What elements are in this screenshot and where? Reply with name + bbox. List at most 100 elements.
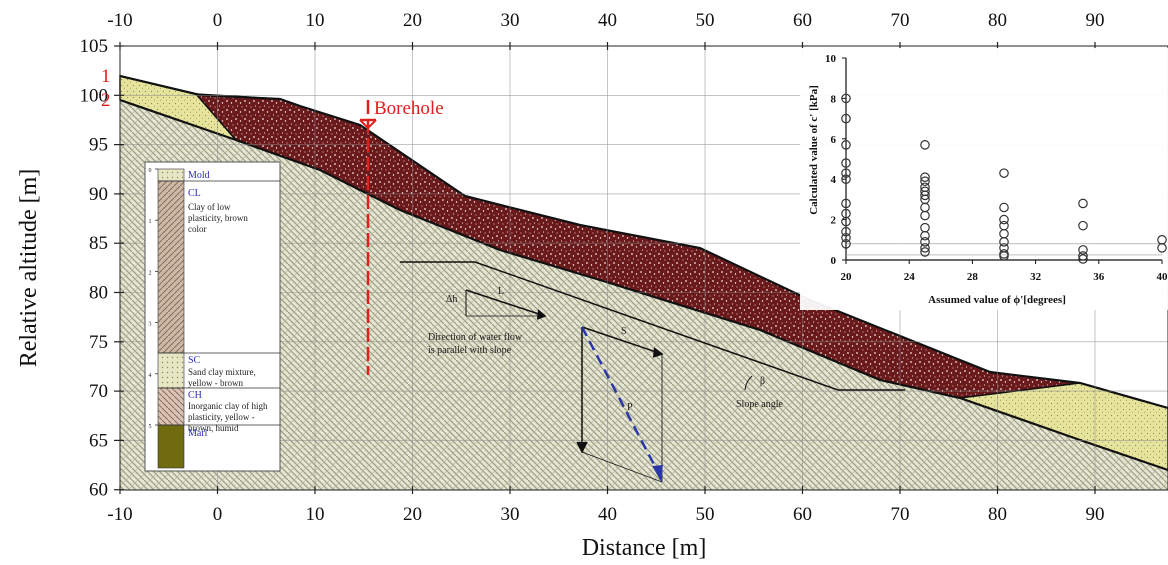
flow-direction-text-2: is parallel with slope — [428, 345, 512, 356]
beta-label: β — [760, 376, 765, 387]
P-label: P — [627, 402, 633, 413]
inset-data-point — [841, 232, 851, 243]
log-layer-sc — [157, 352, 185, 389]
y-tick-label: 75 — [89, 332, 108, 353]
inset-y-tick-label: 6 — [831, 134, 837, 146]
top-tick-label: 10 — [306, 10, 325, 31]
log-cl-name: CL — [188, 188, 201, 199]
y-tick-label: 105 — [80, 36, 109, 57]
inset-data-point — [999, 202, 1009, 213]
bottom-tick-label: 0 — [213, 504, 223, 525]
log-mold-name: Mold — [188, 170, 210, 181]
log-sc-name: SC — [188, 355, 201, 366]
log-layer-ch — [157, 387, 185, 426]
log-cl-desc: Clay of low plasticity, brown color — [188, 202, 248, 234]
inset-data-point — [841, 174, 851, 184]
top-tick-label: 0 — [213, 10, 223, 31]
bottom-tick-label: 30 — [501, 504, 520, 525]
bottom-tick-label: 90 — [1086, 504, 1105, 525]
inset-data-point — [841, 239, 851, 249]
inset-data-point — [920, 210, 930, 221]
inset-data-point — [841, 140, 851, 150]
borehole-marker: Borehole — [359, 98, 444, 375]
inset-data-point — [1078, 245, 1088, 255]
inset-data-point — [999, 237, 1009, 247]
inset-x-tick-label: 20 — [841, 271, 853, 283]
inset-data-point — [841, 216, 851, 227]
log-depth-label: 1 — [149, 219, 152, 225]
bottom-tick-label: 60 — [793, 504, 812, 525]
dh-label: Δh — [446, 294, 457, 305]
top-tick-label: 20 — [403, 10, 422, 31]
top-tick-label: -10 — [107, 10, 132, 31]
log-depth-label: 3 — [149, 322, 152, 328]
bottom-tick-label: 70 — [891, 504, 910, 525]
y-tick-label: 85 — [89, 233, 108, 254]
inset-data-point — [841, 113, 851, 124]
bottom-tick-label: -10 — [107, 504, 132, 525]
inset-y-tick-label: 4 — [831, 174, 837, 186]
inset-y-title: Calculated value of c' [kPa] — [808, 85, 820, 215]
log-ch-desc: Inorganic clay of high plasticity, yellow… — [188, 401, 268, 433]
inset-data-point — [999, 168, 1009, 178]
slip-surface-line — [119, 98, 1168, 472]
L-label: L — [498, 286, 504, 297]
y-tick-label: 65 — [89, 430, 108, 451]
main-plot: -10 0 10 20 30 40 50 60 70 80 90 -10 0 10 20 30 40 50 60 7… — [16, 10, 1168, 561]
inset-data-point — [920, 140, 930, 150]
log-depth-label: 0 — [149, 168, 152, 174]
log-sc-desc: Sand clay mixture, yellow - brown — [188, 367, 256, 388]
inset-data-point — [920, 230, 930, 241]
bottom-tick-label: 10 — [306, 504, 325, 525]
log-depth-label: 5 — [149, 424, 152, 430]
inset-x-tick-label: 24 — [904, 271, 916, 283]
inset-data-point — [1078, 254, 1088, 264]
inset-y-tick-label: 8 — [831, 93, 837, 105]
top-tick-label: 80 — [988, 10, 1007, 31]
log-depth-label: 2 — [149, 270, 152, 276]
ground-surface-line — [119, 74, 1168, 410]
slope-angle-label: Slope angle — [736, 399, 783, 410]
inset-data-point — [999, 251, 1009, 261]
line-label-2: 2 — [101, 90, 111, 111]
inset-data-point — [920, 190, 930, 201]
inset-data-point — [920, 247, 930, 257]
top-tick-label: 30 — [501, 10, 520, 31]
flow-direction-text-1: Direction of water flow — [428, 332, 523, 343]
inset-data-point — [841, 168, 851, 178]
bottom-tick-label: 20 — [403, 504, 422, 525]
inset-data-point — [841, 226, 851, 237]
log-marl-name: Marl — [188, 428, 208, 439]
inset-data-point — [920, 243, 930, 253]
top-tick-label: 60 — [793, 10, 812, 31]
bottom-tick-label: 80 — [988, 504, 1007, 525]
line-label-1: 1 — [101, 66, 111, 87]
y-tick-label: 95 — [89, 135, 108, 156]
inset-data-point — [1078, 220, 1088, 231]
inset-data-point — [920, 172, 930, 182]
flow-direction-diagram — [400, 261, 905, 483]
y-tick-label: 70 — [89, 381, 108, 402]
y-tick-label: 90 — [89, 184, 108, 205]
log-layer-marl — [157, 424, 185, 469]
inset-data-point — [920, 237, 930, 247]
inset-points — [841, 93, 1167, 264]
inset-data-point — [999, 214, 1009, 225]
inset-x-tick-label: 28 — [967, 271, 979, 283]
inset-y-tick-label: 0 — [831, 255, 837, 267]
top-tick-label: 90 — [1086, 10, 1105, 31]
log-ch-name: CH — [188, 390, 202, 401]
y-tick-label: 80 — [89, 283, 108, 304]
inset-x-title: Assumed value of ϕ'[degrees] — [928, 294, 1066, 306]
inset-data-point — [1078, 251, 1088, 261]
inset-y-tick-label: 2 — [831, 215, 837, 227]
inset-x-tick-label: 40 — [1157, 271, 1168, 283]
top-tick-label: 50 — [696, 10, 715, 31]
inset-data-point — [841, 93, 851, 104]
borehole-log-panel: 0 1 2 3 4 5 Mold CL Clay of low plasticity, br… — [144, 161, 281, 472]
S-label: S — [621, 326, 627, 337]
y-tick-label: 100 — [80, 85, 109, 106]
